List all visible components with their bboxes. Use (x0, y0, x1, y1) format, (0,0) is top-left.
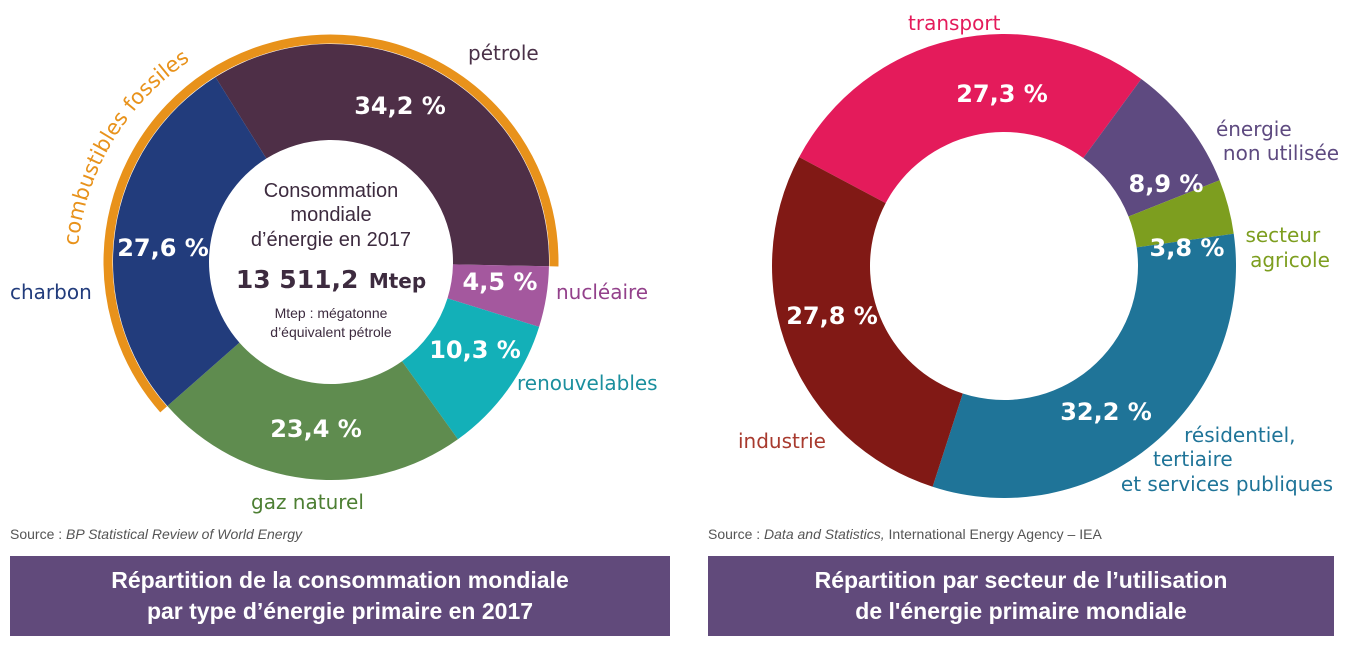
donut-slice-secteur-agricole (1128, 180, 1234, 248)
slice-value-secteur-agricole: 3,8 % (1150, 234, 1225, 262)
center-total-value: 13 511,2 (236, 265, 359, 294)
slice-label-nucleaire: nucléaire (556, 280, 648, 304)
center-title-line2: mondiale (290, 204, 371, 226)
donut-slice-residentiel-tertiaire-et-services-publiques (932, 233, 1236, 498)
donut-slice-renouvelables (402, 298, 540, 440)
center-title-line1: Consommation (264, 180, 399, 202)
energy-consumption-donut: combustibles fossiles Consommation mondi… (10, 34, 658, 514)
right-source-note: Source : Data and Statistics, Internatio… (708, 526, 1102, 542)
slice-label-gaz-naturel: gaz naturel (251, 490, 364, 514)
sector-usage-donut: transport énergie non utilisée secteur a… (738, 11, 1339, 498)
center-total: 13 511,2 Mtep (236, 265, 426, 294)
slice-value-nucleaire: 4,5 % (463, 268, 538, 296)
center-text-block: Consommation mondiale d’énergie en 2017 … (236, 180, 426, 340)
slice-value-gaz-naturel: 23,4 % (270, 415, 362, 443)
energie-label-line1: énergie (1216, 117, 1292, 141)
slice-label-residentiel: résidentiel, tertiaire et services publi… (1121, 423, 1333, 496)
residentiel-label-line1: résidentiel, (1184, 423, 1295, 447)
fossil-fuels-ring (103, 34, 559, 413)
energie-label-line2: non utilisée (1223, 141, 1339, 165)
left-title-line1: Répartition de la consommation mondiale (111, 567, 569, 593)
donut-slice-gaz-naturel (167, 342, 458, 480)
residentiel-label-line2: tertiaire (1153, 447, 1233, 471)
slice-value-charbon: 27,6 % (117, 234, 209, 262)
slice-value-energie-non-utilisee: 8,9 % (1129, 170, 1204, 198)
slice-value-petrole: 34,2 % (354, 92, 446, 120)
left-chart-title: Répartition de la consommation mondiale … (10, 556, 670, 636)
donut-slice-petrole (215, 44, 550, 267)
slice-value-renouvelables: 10,3 % (429, 336, 521, 364)
slice-value-industrie: 27,8 % (786, 302, 878, 330)
donut-slice-charbon (113, 77, 267, 407)
slice-label-energie-non-utilisee: énergie non utilisée (1216, 117, 1339, 165)
donut-slice-nucleaire (447, 264, 549, 327)
agricole-label-line1: secteur (1245, 223, 1321, 247)
residentiel-label-line3: et services publiques (1121, 472, 1333, 496)
slice-value-transport: 27,3 % (956, 80, 1048, 108)
slice-label-petrole: pétrole (468, 41, 539, 65)
slice-label-renouvelables: renouvelables (517, 371, 658, 395)
center-total-unit: Mtep (369, 269, 426, 293)
donut-slice-transport (799, 34, 1142, 204)
center-note-line2: d’équivalent pétrole (270, 324, 392, 340)
slice-label-charbon: charbon (10, 280, 92, 304)
center-note-line1: Mtep : mégatonne (275, 305, 388, 321)
left-source-note: Source : BP Statistical Review of World … (10, 526, 303, 542)
slice-label-transport: transport (908, 11, 1001, 35)
slice-value-residentiel: 32,2 % (1060, 398, 1152, 426)
slice-label-industrie: industrie (738, 429, 826, 453)
slice-label-secteur-agricole: secteur agricole (1245, 223, 1329, 272)
donut-slice-industrie (772, 157, 963, 487)
center-title-line3: d’énergie en 2017 (251, 229, 411, 251)
right-title-line1: Répartition par secteur de l’utilisation (814, 567, 1228, 593)
right-title-line2: de l'énergie primaire mondiale (855, 598, 1187, 624)
donut-slice-energie-non-utilisee (1083, 78, 1220, 217)
left-title-line2: par type d’énergie primaire en 2017 (146, 598, 534, 624)
agricole-label-line2: agricole (1250, 248, 1330, 272)
right-chart-title: Répartition par secteur de l’utilisation… (708, 556, 1334, 636)
